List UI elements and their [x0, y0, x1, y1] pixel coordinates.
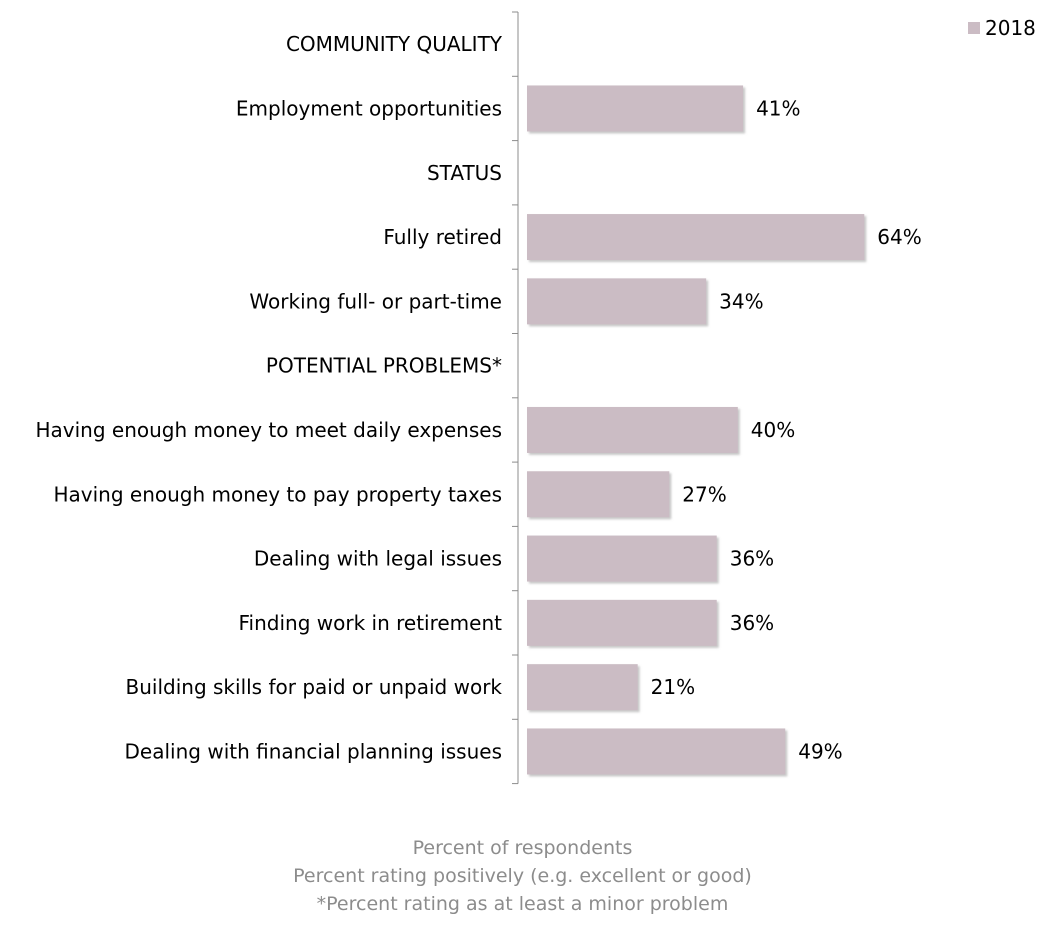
data-label: 64% — [877, 225, 921, 249]
legend-label: 2018 — [985, 16, 1036, 40]
category-label: Dealing with financial planning issues — [125, 739, 502, 763]
bar — [527, 728, 786, 775]
footnote-line: *Percent rating as at least a minor prob… — [316, 893, 729, 915]
category-label: Working full- or part-time — [249, 289, 502, 313]
category-label: Building skills for paid or unpaid work — [126, 675, 503, 699]
category-label: POTENTIAL PROBLEMS* — [266, 354, 502, 378]
category-label: COMMUNITY QUALITY — [286, 32, 503, 56]
data-label: 36% — [730, 611, 774, 635]
bars-group — [527, 85, 865, 775]
category-label: Fully retired — [383, 225, 502, 249]
bar — [527, 664, 638, 711]
bar — [527, 278, 707, 325]
bar — [527, 535, 717, 582]
category-label: Having enough money to meet daily expens… — [35, 418, 502, 442]
bar — [527, 406, 738, 453]
category-label: Having enough money to pay property taxe… — [53, 482, 502, 506]
bar — [527, 471, 670, 518]
category-label: STATUS — [427, 161, 502, 185]
bar — [527, 85, 744, 132]
footnotes: Percent of respondents Percent rating po… — [0, 834, 1045, 918]
footnote-line: Percent of respondents — [412, 837, 633, 859]
data-label: 49% — [798, 739, 842, 763]
data-labels: 41% 64% 34% 40% 27% 36% 36% 21% 49% — [651, 96, 922, 763]
category-labels: COMMUNITY QUALITY Employment opportunitie… — [35, 32, 502, 763]
footnote-line: Percent rating positively (e.g. excellen… — [293, 865, 752, 887]
category-label: Finding work in retirement — [239, 611, 503, 635]
legend: 2018 — [968, 16, 1036, 40]
y-axis — [512, 11, 519, 785]
data-label: 21% — [651, 675, 695, 699]
bar — [527, 599, 717, 646]
data-label: 36% — [730, 547, 774, 571]
legend-swatch — [968, 22, 980, 34]
data-label: 27% — [682, 482, 726, 506]
data-label: 40% — [751, 418, 795, 442]
bar — [527, 214, 865, 261]
data-label: 34% — [719, 289, 763, 313]
category-label: Employment opportunities — [236, 96, 502, 120]
category-label: Dealing with legal issues — [254, 547, 502, 571]
data-label: 41% — [756, 96, 800, 120]
